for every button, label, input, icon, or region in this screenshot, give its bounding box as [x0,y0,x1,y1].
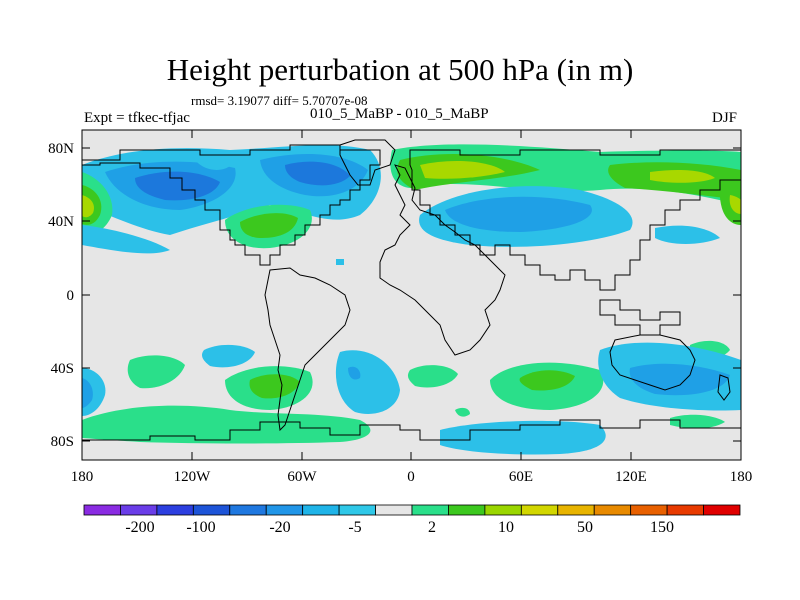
colorbar: -200 -100 -20 -5 2 10 50 150 [83,504,741,536]
contour-region [519,370,575,391]
contour-region [655,225,720,244]
latitude-tick-label: 40N [48,214,74,230]
colorbar-swatch [448,504,486,516]
longitude-labels: 180 120W 60W 0 60E 120E 180 [71,469,753,485]
coastline-greenland [339,139,396,186]
longitude-tick-label: 60E [509,469,533,485]
latitude-tick-label: 80N [48,141,74,157]
contour-region [629,363,730,396]
contour-region [249,374,300,399]
contour-region [82,405,371,444]
contour-region [455,407,470,417]
colorbar-swatch [630,504,668,516]
colorbar-swatch [666,504,704,516]
coastline-asia [409,149,741,291]
contour-region [335,350,400,414]
colorbar-label: 2 [428,519,436,536]
contour-region [407,365,458,388]
colorbar-swatch [593,504,632,516]
contour-region [336,259,344,265]
contour-region [127,355,185,389]
contour-region [195,157,230,170]
coastline-layer [82,139,741,441]
contour-region [82,225,170,254]
coastline-antarctica [82,419,741,441]
longitude-tick-label: 180 [730,469,753,485]
contour-region [285,161,350,186]
coastline-maritime-continent [599,299,681,336]
contour-region [719,185,741,225]
longitude-tick-label: 180 [71,469,94,485]
colorbar-label: -20 [269,519,290,536]
contour-region [420,160,505,179]
contour-region [240,213,298,238]
colorbar-swatch [520,504,559,516]
colorbar-label: 10 [498,519,514,536]
contour-region [82,195,94,218]
latitude-tick-label: 40S [51,361,74,377]
longitude-tick-label: 60W [287,469,317,485]
contour-region [650,170,715,183]
coastline-new-zealand [717,374,731,401]
colorbar-swatch [83,504,121,516]
longitude-tick-label: 120E [615,469,647,485]
plot-title: Height perturbation at 500 hPa (in m) [166,52,634,87]
colorbar-swatch [375,504,413,516]
experiment-label: Expt = tfkec-tfjac [84,110,190,126]
colorbar-label: -5 [348,519,361,536]
contour-region [445,196,592,232]
latitude-tick-label: 80S [51,434,74,450]
contour-region [202,344,255,368]
contour-region [670,414,725,429]
colorbar-swatch [411,504,449,516]
contour-fill-layer [82,144,741,455]
colorbar-label: 50 [577,519,593,536]
axis-ticks [82,130,741,460]
contour-region [82,378,93,408]
contour-region [348,366,361,380]
colorbar-swatch [192,504,231,516]
colorbar-swatch [338,504,376,516]
longitude-tick-label: 120W [174,469,212,485]
colorbar-swatch [156,504,194,516]
latitude-tick-label: 0 [67,288,75,304]
colorbar-swatch [484,504,522,516]
coastline-australia [609,334,696,391]
rmsd-diff-stats: rmsd= 3.19077 diff= 5.70707e-08 [191,93,368,108]
contour-region [440,420,606,455]
plot-subtitle: 010_5_MaBP - 010_5_MaBP [310,106,489,122]
colorbar-swatch [229,504,267,516]
colorbar-label: 150 [650,519,674,536]
contour-region [135,171,220,201]
longitude-tick-label: 0 [407,469,415,485]
coastline-africa-europe [379,164,506,356]
colorbar-label: -100 [186,519,215,536]
colorbar-swatch [120,504,158,516]
colorbar-swatch [557,504,595,516]
coastline-south-america [264,267,351,432]
colorbar-swatch [703,504,741,516]
season-label: DJF [712,110,738,126]
contour-region [729,195,741,214]
colorbar-swatch [265,504,304,516]
colorbar-label: -200 [125,519,154,536]
latitude-labels: 80N 40N 0 40S 80S [48,141,74,450]
colorbar-swatch [302,504,340,516]
